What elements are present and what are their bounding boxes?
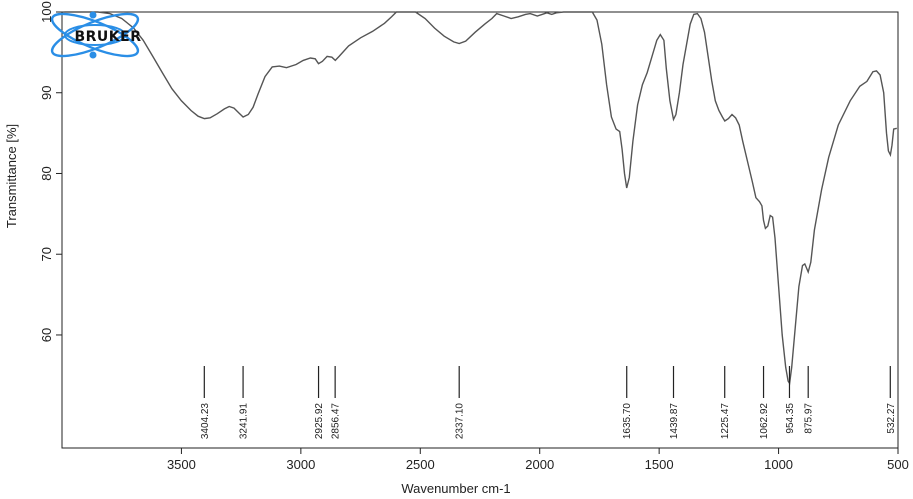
peak-label: 2925.92	[314, 403, 325, 440]
peak-label: 3404.23	[200, 403, 211, 440]
x-axis: 3500 3000 2500 2000 1500 1000 500	[167, 448, 909, 472]
peak-label: 875.97	[804, 403, 815, 434]
plot-area	[61, 11, 899, 449]
logo-text: BRUKER	[74, 29, 141, 45]
peak-label: 3241.91	[239, 403, 250, 440]
peak-label: 2337.10	[455, 403, 466, 440]
y-tick-label: 70	[39, 247, 54, 261]
peak-label: 2856.47	[331, 403, 342, 440]
x-tick-label: 500	[887, 457, 909, 472]
atom-icon	[50, 11, 140, 59]
x-tick-label: 1500	[645, 457, 674, 472]
peak-label: 532.27	[886, 403, 897, 434]
y-tick-label: 100	[39, 1, 54, 23]
peak-label: 1439.87	[669, 403, 680, 440]
y-tick-label: 60	[39, 328, 54, 342]
x-tick-label: 3500	[167, 457, 196, 472]
x-tick-label: 1000	[764, 457, 793, 472]
x-axis-title: Wavenumber cm-1	[401, 481, 510, 496]
y-tick-label: 90	[39, 86, 54, 100]
x-tick-label: 3000	[286, 457, 315, 472]
peak-label: 1062.92	[759, 403, 770, 440]
x-tick-label: 2500	[406, 457, 435, 472]
y-tick-label: 80	[39, 166, 54, 180]
y-axis: 60 70 80 90 100	[39, 1, 62, 342]
peak-label: 1225.47	[720, 403, 731, 440]
peak-label: 1635.70	[622, 403, 633, 440]
x-tick-label: 2000	[525, 457, 554, 472]
bruker-logo: BRUKER	[50, 11, 141, 59]
peak-markers: 3404.23 3241.91 2925.92 2856.47 2337.10 1635.…	[200, 366, 897, 439]
peak-label: 954.35	[785, 403, 796, 434]
y-axis-title: Transmittance [%]	[4, 124, 19, 228]
